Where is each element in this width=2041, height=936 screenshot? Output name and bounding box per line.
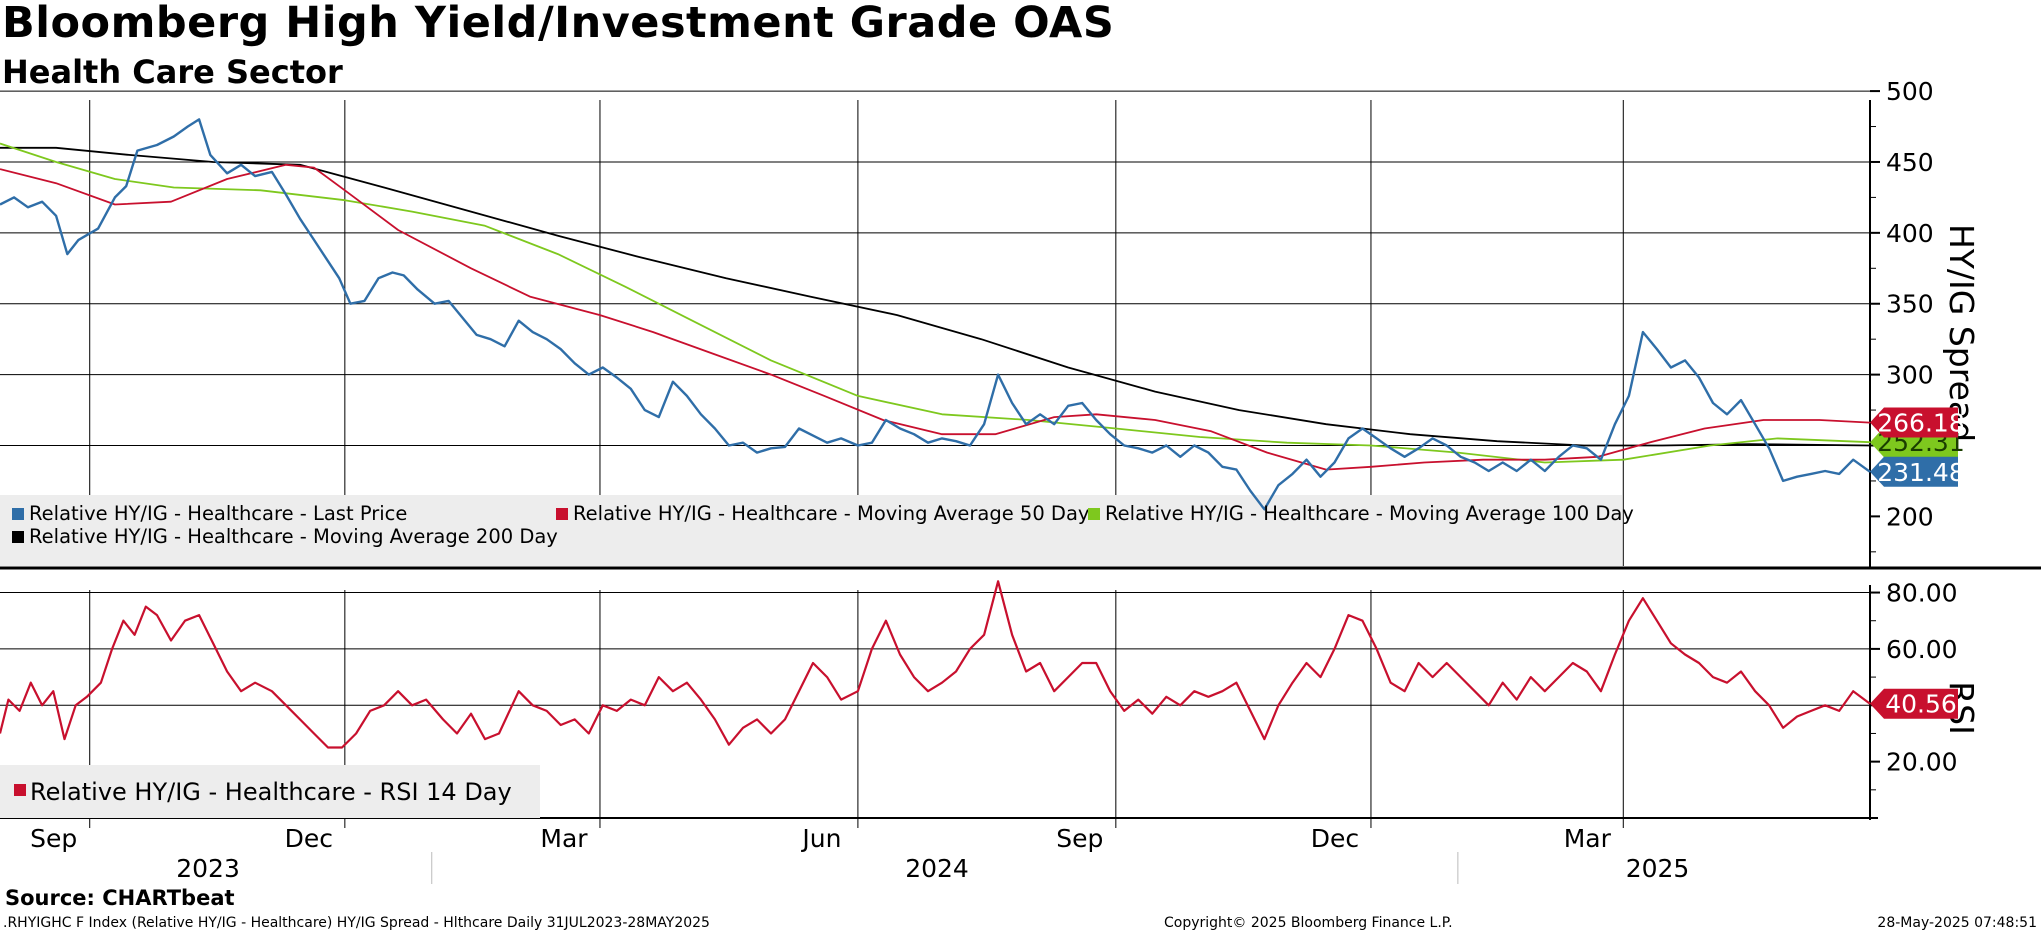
y-tick-label-main: 350 bbox=[1886, 290, 1934, 319]
x-tick-label: Mar bbox=[540, 824, 588, 853]
footer-description: .RHYIGHC F Index (Relative HY/IG - Healt… bbox=[3, 915, 710, 931]
callout-ma50-label: 266.18 bbox=[1877, 409, 1964, 438]
legend-swatch bbox=[1088, 508, 1100, 520]
series-ma100-line bbox=[0, 142, 1871, 464]
y-axis-title-main: HY/IG Spread bbox=[1942, 224, 1981, 442]
callout-last-price-box bbox=[1870, 456, 1958, 487]
callout-last-price-label: 231.48 bbox=[1877, 458, 1964, 487]
y-tick-label-rsi: 80.00 bbox=[1886, 579, 1958, 608]
legend-label: Relative HY/IG - Healthcare - Moving Ave… bbox=[573, 502, 1089, 525]
x-tick-label: Dec bbox=[285, 824, 333, 853]
series-last-price-line bbox=[0, 118, 1871, 511]
legend-label: Relative HY/IG - Healthcare - Last Price bbox=[29, 502, 407, 525]
callout-rsi-label: 40.56 bbox=[1885, 690, 1957, 719]
y-tick-label-main: 200 bbox=[1886, 502, 1934, 531]
legend-label: Relative HY/IG - Healthcare - Moving Ave… bbox=[29, 525, 558, 548]
chart-title: Bloomberg High Yield/Investment Grade OA… bbox=[2, 0, 1115, 48]
y-tick-label-main: 450 bbox=[1886, 148, 1934, 177]
source-note: Source: CHARTbeat bbox=[5, 886, 235, 910]
y-tick-label-main: 300 bbox=[1886, 361, 1934, 390]
callout-rsi-box bbox=[1870, 688, 1958, 719]
x-year-label: 2024 bbox=[905, 854, 969, 883]
y-tick-label-main: 400 bbox=[1886, 219, 1934, 248]
callout-last-price: 231.48 bbox=[1870, 456, 1965, 487]
chart-subtitle: Health Care Sector bbox=[2, 53, 343, 91]
callout-ma50-box bbox=[1870, 407, 1958, 438]
y-tick-label-main: 500 bbox=[1886, 77, 1934, 106]
callout-ma50: 266.18 bbox=[1870, 407, 1965, 438]
legend-swatch bbox=[12, 531, 24, 543]
x-year-label: 2023 bbox=[176, 854, 240, 883]
x-tick-label: Dec bbox=[1311, 824, 1359, 853]
x-tick-label: Jun bbox=[800, 824, 841, 853]
x-tick-label: Sep bbox=[1056, 824, 1103, 853]
y-tick-label-rsi: 20.00 bbox=[1886, 748, 1958, 777]
footer-copyright: Copyright© 2025 Bloomberg Finance L.P. bbox=[1164, 915, 1453, 931]
legend-box-rsi bbox=[0, 765, 540, 818]
legend-box-main bbox=[0, 495, 1622, 566]
legend-swatch bbox=[12, 508, 24, 520]
footer-timestamp: 28-May-2025 07:48:51 bbox=[1877, 915, 2037, 931]
x-year-label: 2025 bbox=[1626, 854, 1690, 883]
legend-swatch-rsi bbox=[14, 784, 26, 796]
callout-rsi: 40.56 bbox=[1870, 688, 1958, 719]
x-tick-label: Sep bbox=[30, 824, 77, 853]
legend-label-rsi: Relative HY/IG - Healthcare - RSI 14 Day bbox=[30, 778, 512, 806]
legend-swatch bbox=[556, 508, 568, 520]
series-ma50-line bbox=[0, 163, 1871, 471]
x-tick-label: Mar bbox=[1564, 824, 1612, 853]
y-tick-label-rsi: 60.00 bbox=[1886, 635, 1958, 664]
series-rsi-line bbox=[0, 580, 1871, 749]
series-ma200-line bbox=[0, 146, 1871, 447]
legend-label: Relative HY/IG - Healthcare - Moving Ave… bbox=[1105, 502, 1634, 525]
